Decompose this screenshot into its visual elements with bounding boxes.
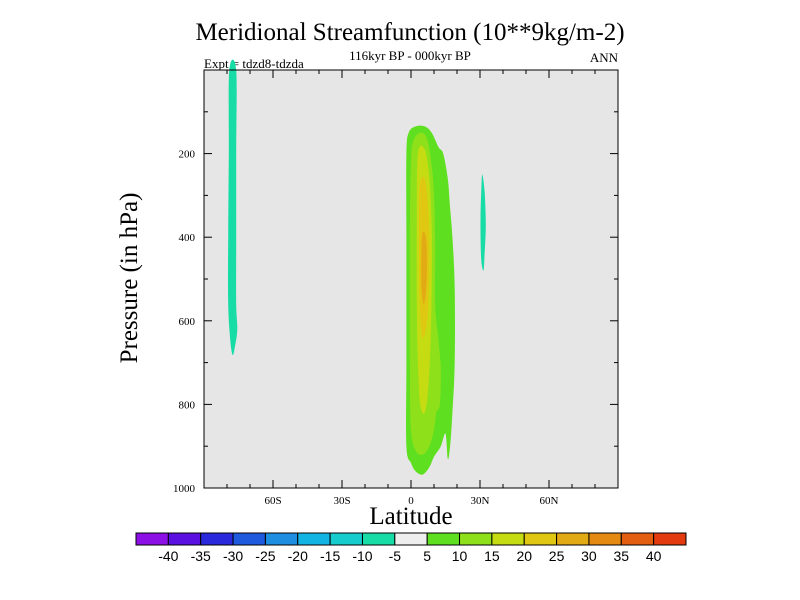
contour-regions (227, 59, 486, 475)
y-tick-label: 1000 (173, 483, 196, 495)
colorbar-label: -5 (389, 548, 402, 564)
colorbar-label: -10 (352, 548, 372, 564)
colorbar-swatch (653, 532, 687, 546)
colorbar-label: 5 (423, 548, 431, 564)
colorbar-label: 35 (614, 548, 630, 564)
colorbar-swatch (523, 532, 558, 546)
colorbar-label: -25 (255, 548, 275, 564)
colorbar-swatch (588, 532, 622, 546)
x-tick-label: 60N (540, 495, 559, 507)
colorbar-swatch (459, 532, 493, 546)
colorbar-label: 25 (549, 548, 565, 564)
y-tick-label: 600 (179, 316, 196, 328)
x-tick-label: 0 (408, 495, 414, 507)
chart-subtitle: 116kyr BP - 000kyr BP (349, 48, 471, 63)
experiment-label: Expt = tdzd8-tdzda (204, 56, 304, 71)
colorbar-swatch (426, 532, 461, 546)
colorbar-swatch (620, 532, 655, 546)
season-label: ANN (590, 50, 619, 65)
minor-ticks (204, 70, 618, 488)
x-tick-label: 60S (264, 495, 281, 507)
colorbar-swatch (232, 532, 266, 546)
colorbar-swatch (491, 532, 525, 546)
colorbar: -40 -35 -30 -25 -20 -15 -10 -5 5 10 15 20 25 30 35 40 (135, 532, 687, 564)
y-tick-label: 400 (179, 232, 196, 244)
y-tick-label: 800 (179, 399, 196, 411)
colorbar-label: -30 (223, 548, 243, 564)
y-tick-label: 200 (179, 149, 196, 161)
y-axis-ticks: 200 400 600 800 1000 (173, 149, 618, 495)
colorbar-label: 20 (516, 548, 532, 564)
colorbar-label: -40 (158, 548, 178, 564)
colorbar-swatch (329, 532, 363, 546)
contour-nh-negative-blob (480, 174, 486, 271)
colorbar-swatch (167, 532, 202, 546)
colorbar-swatch (556, 532, 590, 546)
x-tick-label: 30N (471, 495, 490, 507)
contour-main-cell-25 (421, 231, 428, 305)
colorbar-swatch (135, 532, 169, 546)
contour-sh-negative-band (227, 59, 238, 356)
x-tick-label: 30S (333, 495, 350, 507)
colorbar-label: -20 (288, 548, 308, 564)
colorbar-label: 40 (646, 548, 662, 564)
colorbar-label: 10 (452, 548, 468, 564)
y-axis-label: Pressure (in hPa) (116, 193, 143, 364)
colorbar-label: 30 (581, 548, 597, 564)
x-axis-label: Latitude (369, 503, 452, 530)
x-axis-ticks: 60S 30S 0 30N 60N (264, 70, 559, 507)
colorbar-swatch (264, 532, 299, 546)
colorbar-swatch (200, 532, 234, 546)
colorbar-label: -15 (320, 548, 340, 564)
colorbar-swatch (361, 532, 396, 546)
colorbar-label: 15 (484, 548, 500, 564)
colorbar-label: -35 (191, 548, 211, 564)
colorbar-swatch (297, 532, 331, 546)
chart-title: Meridional Streamfunction (10**9kg/m-2) (195, 19, 624, 46)
colorbar-swatch (394, 532, 428, 546)
